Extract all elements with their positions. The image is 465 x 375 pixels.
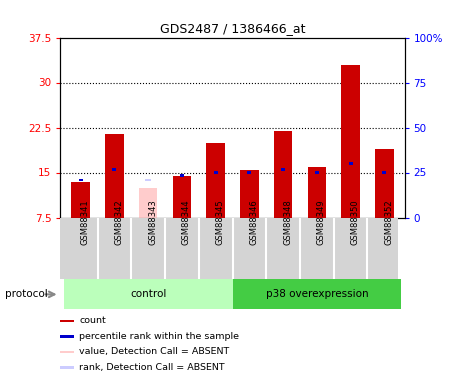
Text: GSM88341: GSM88341 — [81, 200, 90, 245]
Text: percentile rank within the sample: percentile rank within the sample — [80, 332, 239, 341]
Title: GDS2487 / 1386466_at: GDS2487 / 1386466_at — [160, 22, 305, 35]
Bar — [60, 351, 74, 353]
Bar — [247, 171, 252, 174]
Bar — [213, 171, 218, 174]
Bar — [341, 64, 360, 218]
Text: count: count — [80, 316, 106, 326]
Text: p38 overexpression: p38 overexpression — [266, 290, 368, 299]
Text: rank, Detection Call = ABSENT: rank, Detection Call = ABSENT — [80, 363, 225, 372]
Text: GSM88343: GSM88343 — [148, 200, 157, 245]
Text: GSM88344: GSM88344 — [182, 200, 191, 245]
Bar — [145, 179, 151, 182]
Bar — [240, 170, 259, 217]
Text: control: control — [130, 290, 166, 299]
Bar — [173, 176, 191, 217]
Bar — [375, 148, 393, 217]
Bar — [315, 171, 319, 174]
Bar — [60, 366, 74, 369]
Bar — [382, 171, 386, 174]
Text: GSM88348: GSM88348 — [283, 200, 292, 245]
Bar — [307, 166, 326, 218]
Text: GSM88350: GSM88350 — [351, 200, 359, 245]
Bar — [64, 279, 232, 309]
Bar — [281, 168, 285, 171]
Bar — [60, 335, 74, 338]
Text: GSM88349: GSM88349 — [317, 200, 326, 245]
Bar — [139, 188, 158, 218]
Bar — [72, 182, 90, 218]
Text: GSM88345: GSM88345 — [216, 200, 225, 245]
Bar — [232, 279, 401, 309]
Bar — [206, 142, 225, 218]
Bar — [180, 174, 184, 177]
Bar — [60, 320, 74, 322]
Text: value, Detection Call = ABSENT: value, Detection Call = ABSENT — [80, 347, 230, 356]
Bar — [79, 179, 83, 182]
Bar — [113, 168, 116, 171]
Text: protocol: protocol — [5, 290, 47, 299]
Text: GSM88352: GSM88352 — [384, 200, 393, 245]
Bar — [274, 130, 292, 218]
Bar — [105, 134, 124, 218]
Bar — [349, 162, 352, 165]
Text: GSM88346: GSM88346 — [249, 200, 259, 245]
Text: GSM88342: GSM88342 — [114, 200, 123, 245]
